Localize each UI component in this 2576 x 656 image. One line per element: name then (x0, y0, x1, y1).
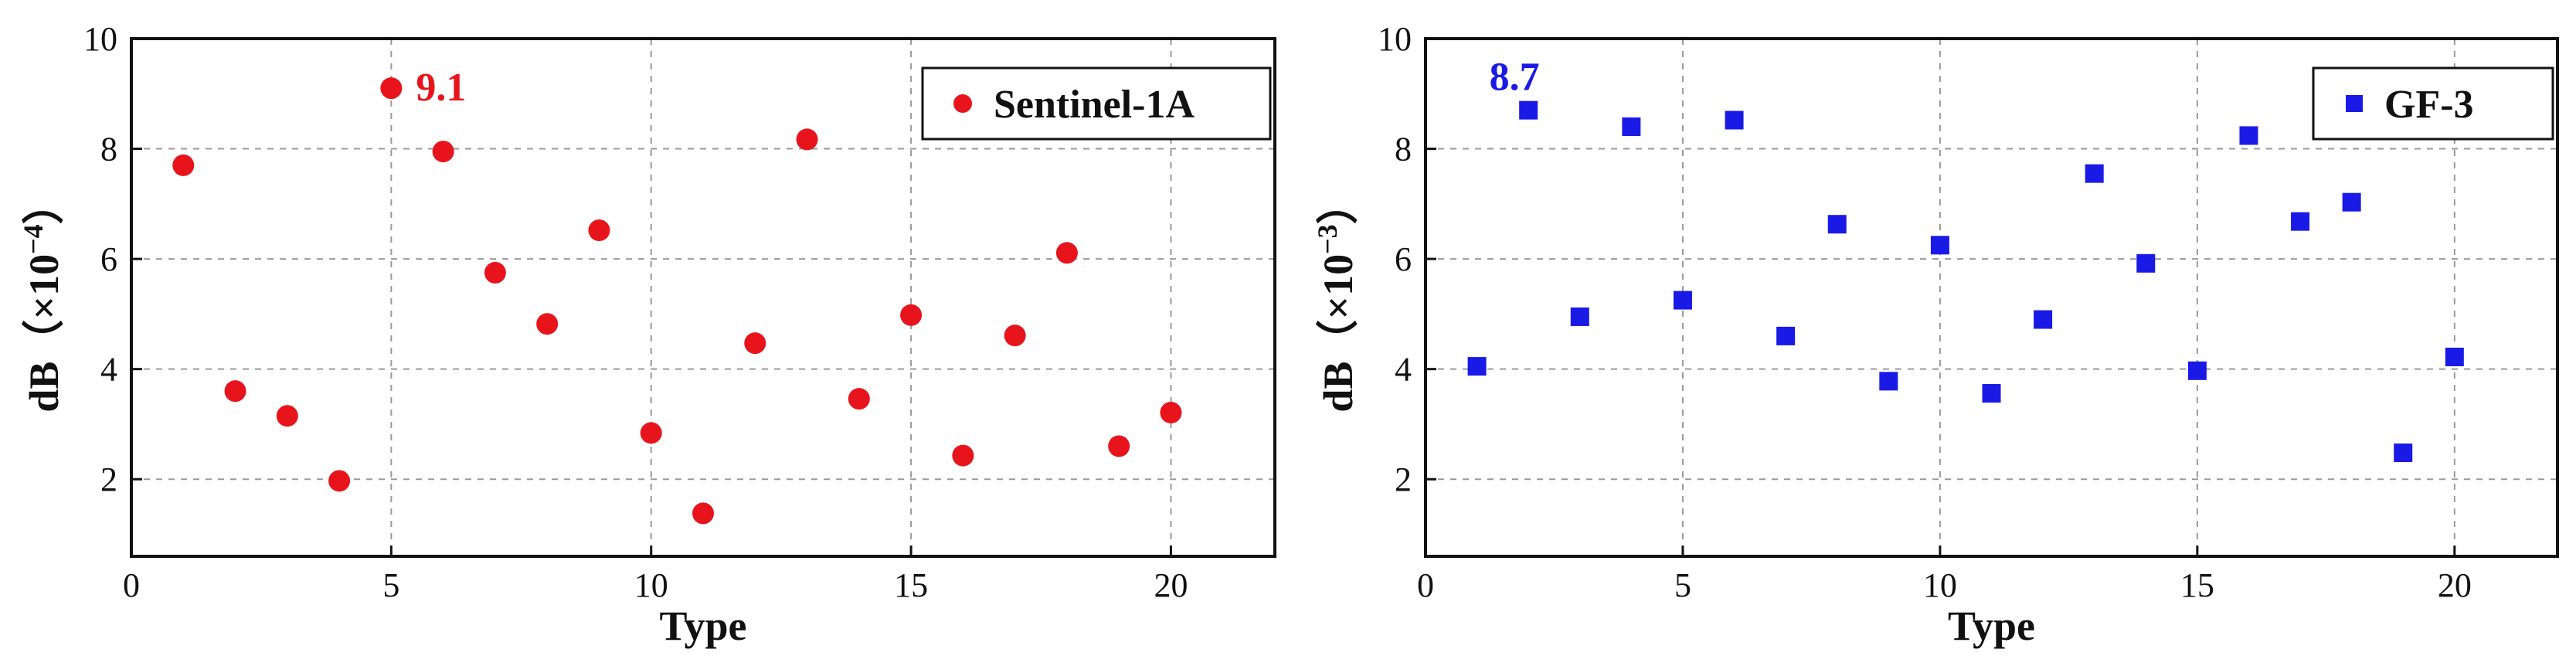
data-point (952, 444, 974, 467)
x-tick-label: 10 (634, 566, 668, 604)
data-point (2085, 164, 2104, 183)
x-axis-label: Type (1948, 603, 2035, 649)
plot-frame (1424, 37, 2559, 558)
x-tick-label: 15 (2180, 566, 2214, 604)
legend-label: GF-3 (2384, 83, 2474, 127)
x-axis-label: Type (659, 603, 746, 649)
y-axis-label: dB（×10−4） (18, 182, 67, 412)
data-point (224, 380, 246, 403)
legend-marker (953, 94, 972, 113)
y-tick-label: 2 (1395, 461, 1412, 498)
data-point (588, 219, 610, 242)
x-tick-label: 5 (382, 566, 399, 604)
x-tick-label: 5 (1674, 566, 1691, 604)
data-point (1879, 372, 1898, 391)
data-point (1622, 117, 1641, 137)
x-tick-label: 20 (2438, 566, 2472, 604)
y-tick-label: 10 (1378, 20, 1412, 58)
data-point (432, 141, 454, 163)
y-tick-label: 4 (100, 351, 117, 389)
data-point (744, 332, 766, 355)
y-tick-label: 6 (100, 240, 117, 278)
data-point (1570, 307, 1589, 326)
data-point (640, 422, 662, 444)
data-point (2187, 361, 2207, 380)
data-point (1725, 110, 1744, 130)
data-point (1467, 357, 1487, 376)
data-point (1004, 325, 1026, 347)
x-tick-label: 15 (894, 566, 928, 604)
data-point (2136, 253, 2156, 273)
data-point (1982, 384, 2001, 403)
peak-annotation: 9.1 (416, 66, 466, 110)
x-tick-label: 0 (1417, 566, 1434, 604)
data-point (1055, 242, 1078, 264)
data-point (1930, 236, 1949, 255)
x-tick-label: 20 (1154, 566, 1188, 604)
data-point (1108, 435, 1130, 457)
data-point (2394, 444, 2413, 462)
data-point (380, 77, 403, 100)
legend: Sentinel-1A (921, 66, 1272, 141)
data-point (1519, 100, 1538, 120)
data-point (484, 261, 506, 284)
data-point (2239, 126, 2258, 145)
data-point (1827, 215, 1847, 234)
y-tick-label: 8 (100, 131, 117, 168)
data-point (1160, 401, 1182, 423)
y-tick-label: 6 (1395, 240, 1412, 278)
data-point (1673, 291, 1692, 310)
y-tick-label: 4 (1395, 351, 1412, 389)
data-point (2291, 212, 2310, 231)
peak-annotation: 8.7 (1490, 56, 1540, 100)
y-axis-label: dB（×10−3） (1312, 182, 1361, 412)
x-tick-label: 0 (123, 566, 140, 604)
data-point (2034, 310, 2053, 329)
data-point (536, 313, 559, 335)
data-point (2342, 192, 2361, 212)
legend-label: Sentinel-1A (994, 83, 1195, 127)
y-tick-label: 2 (100, 461, 117, 498)
legend: GF-3 (2312, 66, 2554, 141)
data-point (1776, 326, 1796, 345)
data-point (900, 304, 923, 326)
plot-frame (130, 37, 1276, 558)
x-tick-label: 10 (1923, 566, 1957, 604)
data-point (692, 502, 714, 525)
data-point (276, 405, 298, 427)
legend-marker (2346, 95, 2363, 112)
y-tick-label: 8 (1395, 131, 1412, 168)
data-point (796, 128, 818, 151)
data-point (328, 470, 351, 492)
y-tick-label: 10 (83, 20, 117, 58)
data-point (172, 154, 195, 176)
data-point (2445, 347, 2464, 366)
legend-box (921, 66, 1272, 141)
legend-box (2312, 66, 2554, 141)
data-point (848, 388, 870, 410)
